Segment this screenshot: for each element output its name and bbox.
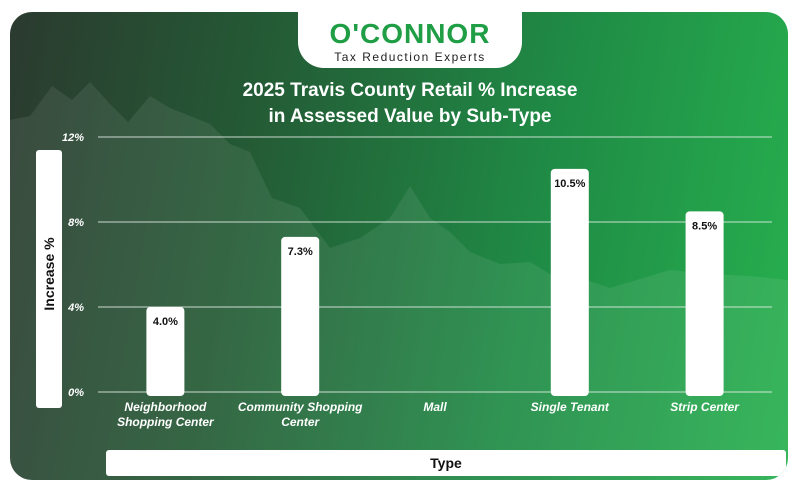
x-tick-label: Mall xyxy=(423,400,447,414)
chart-title-line-2: in Assessed Value by Sub-Type xyxy=(268,106,552,127)
x-tick-label: Neighborhood xyxy=(124,400,207,414)
y-tick-label: 8% xyxy=(68,217,84,229)
background-mountain-graphic xyxy=(10,82,788,480)
data-label: 4.0% xyxy=(153,316,178,328)
x-tick-label: Center xyxy=(281,415,320,429)
data-label: 10.5% xyxy=(554,178,585,190)
logo-wordmark: O'CONNOR xyxy=(329,18,491,49)
y-tick-label: 12% xyxy=(62,132,84,144)
bar xyxy=(685,211,724,396)
logo-tab: O'CONNOR Tax Reduction Experts xyxy=(298,12,522,68)
x-tick-label: Single Tenant xyxy=(531,400,610,414)
chart-title-line-1: 2025 Travis County Retail % Increase xyxy=(242,80,578,101)
data-label: 7.3% xyxy=(288,246,313,258)
chart-frame: O'CONNOR Tax Reduction Experts 2025 Trav… xyxy=(10,12,788,480)
x-tick-label: Strip Center xyxy=(670,400,740,414)
logo-tagline: Tax Reduction Experts xyxy=(334,50,486,64)
y-axis-label-box: Increase % xyxy=(36,150,62,408)
y-tick-label: 0% xyxy=(68,387,84,399)
x-tick-label: Shopping Center xyxy=(117,415,215,429)
y-tick-label: 4% xyxy=(67,302,84,314)
bar xyxy=(281,236,320,396)
x-tick-label: Community Shopping xyxy=(238,400,363,414)
x-axis-label-box: Type xyxy=(106,450,786,476)
bar xyxy=(146,307,185,396)
bar xyxy=(550,168,589,396)
data-label: 8.5% xyxy=(692,220,717,232)
x-axis-label: Type xyxy=(430,455,462,471)
